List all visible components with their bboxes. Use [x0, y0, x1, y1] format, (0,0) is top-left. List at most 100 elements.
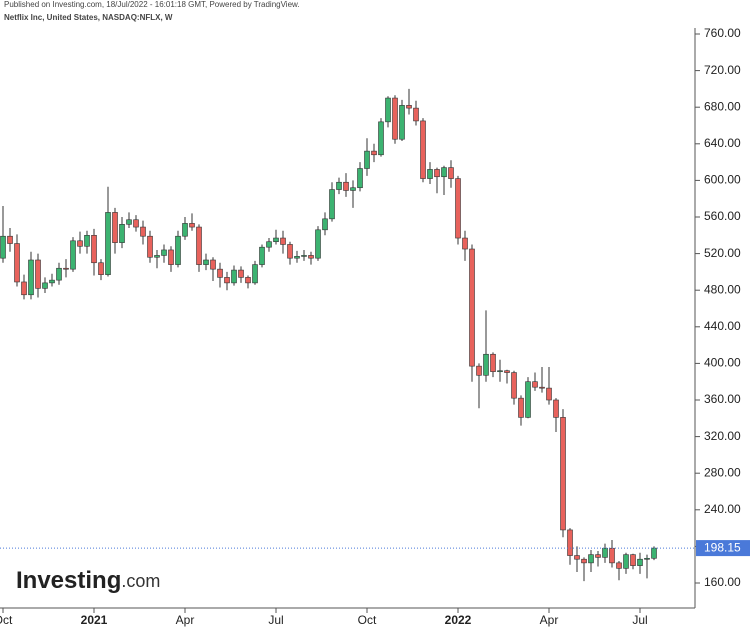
candle-body	[147, 235, 153, 258]
last-price-box	[696, 540, 750, 557]
candle-body	[322, 218, 328, 231]
candle-body	[21, 281, 27, 296]
candle-body	[441, 167, 447, 178]
candle-body	[126, 219, 132, 225]
candle-body	[525, 381, 531, 418]
candle-body	[35, 259, 41, 289]
published-note: Published on Investing.com, 18/Jul/2022 …	[4, 0, 300, 9]
candle-body	[238, 269, 244, 278]
candle-body	[252, 264, 258, 284]
candle-body	[364, 150, 370, 169]
candle-body	[189, 223, 195, 228]
candle-body	[182, 223, 188, 237]
candle-body	[518, 397, 524, 418]
candle-body	[343, 181, 349, 191]
candle-body	[259, 246, 265, 265]
candle-body	[266, 241, 272, 248]
candle-body	[161, 249, 167, 256]
candle-body	[602, 547, 608, 558]
x-tick-label: Apr	[176, 613, 195, 627]
y-tick-label: 720.00	[704, 63, 741, 77]
candle-body	[462, 237, 468, 250]
candle-body	[350, 187, 356, 191]
chart-subtitle: Netflix Inc, United States, NASDAQ:NFLX,…	[4, 13, 173, 22]
candle-body	[609, 547, 615, 564]
candle-body	[112, 212, 118, 243]
candle-body	[392, 97, 398, 140]
candle-body	[308, 255, 314, 259]
x-tick-label: Oct	[358, 613, 377, 627]
y-tick-label: 680.00	[704, 99, 741, 113]
candle-body	[14, 243, 20, 283]
candle-body	[476, 365, 482, 376]
candle-body	[133, 219, 139, 228]
candle-body	[630, 554, 636, 566]
candle-body	[210, 259, 216, 270]
x-tick-label: Apr	[540, 613, 559, 627]
candle-body	[98, 262, 104, 275]
candle-body	[616, 562, 622, 569]
candle-body	[63, 267, 69, 270]
candle-body	[637, 558, 643, 566]
y-tick-label: 520.00	[704, 246, 741, 260]
candle-body	[427, 169, 433, 179]
candle-body	[651, 547, 657, 559]
candle-body	[119, 224, 125, 243]
candle-body	[588, 554, 594, 564]
candle-body	[532, 381, 538, 388]
x-tick-label: 2022	[445, 613, 472, 627]
candle-body	[553, 399, 559, 418]
y-tick-label: 560.00	[704, 209, 741, 223]
candle-body	[469, 248, 475, 367]
candle-body	[336, 181, 342, 190]
candle-body	[224, 277, 230, 284]
candle-body	[644, 557, 650, 560]
candle-body	[105, 212, 111, 275]
y-tick-label: 280.00	[704, 465, 741, 479]
y-tick-label: 360.00	[704, 392, 741, 406]
candle-body	[301, 255, 307, 257]
y-tick-label: 480.00	[704, 282, 741, 296]
candle-body	[91, 235, 97, 264]
y-tick-label: 640.00	[704, 136, 741, 150]
candle-body	[49, 279, 55, 284]
last-price-label: 198.15	[704, 540, 741, 554]
candle-body	[0, 235, 6, 259]
candle-body	[84, 235, 90, 247]
y-tick-label: 240.00	[704, 502, 741, 516]
candle-body	[217, 268, 223, 278]
candle-body	[175, 235, 181, 265]
candle-body	[371, 150, 377, 156]
candle-body	[455, 178, 461, 239]
candle-body	[574, 555, 580, 560]
candle-body	[378, 121, 384, 156]
candle-body	[28, 259, 34, 296]
y-tick-label: 760.00	[704, 26, 741, 40]
y-tick-label: 320.00	[704, 429, 741, 443]
candle-body	[490, 353, 496, 372]
candle-body	[504, 370, 510, 373]
candle-body	[294, 256, 300, 259]
candle-body	[196, 226, 202, 265]
candle-body	[595, 554, 601, 558]
candle-body	[70, 240, 76, 270]
candle-body	[434, 169, 440, 178]
candle-body	[623, 554, 629, 569]
x-tick-label: Jul	[632, 613, 647, 627]
y-tick-label: 400.00	[704, 356, 741, 370]
candle-body	[448, 167, 454, 179]
candle-body	[406, 105, 412, 109]
candle-body	[560, 417, 566, 531]
candle-body	[420, 120, 426, 179]
candle-body	[567, 529, 573, 556]
candle-body	[280, 237, 286, 245]
candle-body	[357, 168, 363, 189]
candle-body	[154, 255, 160, 258]
logo: Investing.com	[16, 567, 160, 594]
candle-body	[231, 269, 237, 284]
candle-body	[483, 353, 489, 376]
y-tick-label: 160.00	[704, 575, 741, 589]
candle-body	[7, 235, 13, 244]
